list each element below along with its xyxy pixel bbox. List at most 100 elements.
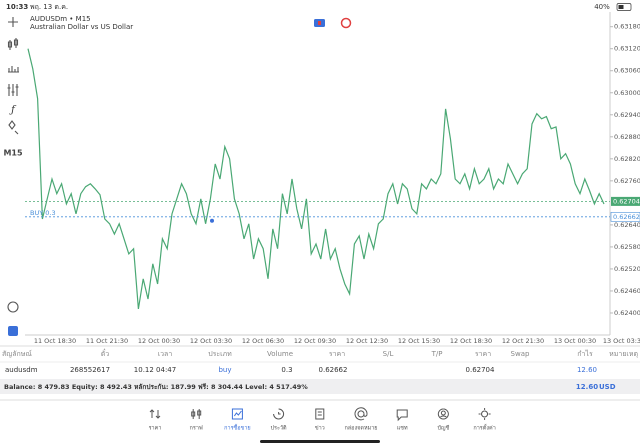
tab-label[interactable]: บัญชี <box>437 425 449 432</box>
header-cell: ราคา <box>329 350 345 358</box>
history-tool[interactable] <box>7 301 19 313</box>
timeframe[interactable]: M15 <box>3 149 23 158</box>
tab-label[interactable]: ข่าว <box>315 426 325 432</box>
y-tick-label: 0.62820 <box>614 155 640 163</box>
y-tick-label: 0.62640 <box>614 221 640 229</box>
chart-type-tool[interactable] <box>7 38 19 50</box>
y-tick-label: 0.63000 <box>614 89 640 97</box>
header-cell: Volume <box>267 350 293 358</box>
tab-label[interactable]: การซื้อขาย <box>224 424 250 432</box>
tab-label[interactable]: กล่องจดหมาย <box>344 426 377 432</box>
tab-icon[interactable] <box>354 407 368 421</box>
tab-icon[interactable] <box>231 408 243 420</box>
x-tick-label: 12 Oct 03:30 <box>190 337 232 345</box>
y-tick-label: 0.62520 <box>614 265 640 273</box>
position-row[interactable]: audusdm 268552617 10.12 04:47 buy 0.3 0.… <box>5 366 597 374</box>
y-tick-label: 0.62580 <box>614 243 640 251</box>
tab-icon[interactable] <box>478 408 491 420</box>
objects-tool[interactable] <box>8 120 19 135</box>
position-label: BUY 0.3 <box>30 209 56 217</box>
y-tick-label: 0.62880 <box>614 133 640 141</box>
cell: audusdm <box>5 366 38 374</box>
tab-label[interactable]: การตั้งค่า <box>473 424 495 432</box>
volume-tool[interactable] <box>8 66 19 73</box>
bid-label: 0.62704 <box>613 197 640 205</box>
header-cell: สัญลักษณ์ <box>2 350 32 358</box>
cell: buy <box>218 366 231 374</box>
tab-label[interactable]: ราคา <box>149 426 162 432</box>
x-tick-label: 11 Oct 18:30 <box>34 337 76 345</box>
cell: 0.3 <box>281 366 292 374</box>
y-tick-label: 0.62400 <box>614 309 640 317</box>
table-header: สัญลักษณ์ ตั๋ว เวลา ประเภท Volume ราคา S… <box>2 349 638 358</box>
x-tick-label: 11 Oct 21:30 <box>86 337 128 345</box>
trade-tool[interactable] <box>8 326 18 336</box>
home-indicator <box>260 440 380 443</box>
bid-badge <box>611 196 640 206</box>
status-date: พฤ. 13 ต.ค. <box>30 3 68 11</box>
signal-icon[interactable] <box>340 17 352 29</box>
account-summary: Balance: 8 479.83 Equity: 8 492.43 หลักป… <box>4 383 308 391</box>
plot: 0.63180 0.63120 0.63060 0.63000 0.62940 0.628… <box>25 23 640 345</box>
one-click-icon <box>318 21 321 25</box>
chart-title: AUDUSDm • M15 <box>30 15 91 23</box>
x-tick-label: 12 Oct 21:30 <box>502 337 544 345</box>
header-cell: Swap <box>511 350 530 358</box>
cell: 268552617 <box>70 366 110 374</box>
header-cell: S/L <box>383 350 394 358</box>
header-cell: เวลา <box>158 350 173 358</box>
tab-icon[interactable] <box>315 408 325 420</box>
total-profit: 12.60 <box>576 383 598 391</box>
status-time: 10:33 <box>6 3 28 11</box>
header-cell: ตั๋ว <box>101 349 110 358</box>
y-tick-label: 0.62760 <box>614 177 640 185</box>
header-cell: หมายเหตุ <box>609 350 638 358</box>
tab-bar: ราคา กราฟ การซื้อขาย ประวัติ ข่าว กล่องจดหมาย… <box>149 407 496 432</box>
x-tick-label: 12 Oct 18:30 <box>450 337 492 345</box>
tab-icon[interactable] <box>149 409 161 419</box>
position-badge <box>610 212 640 222</box>
status-battery: 40% <box>594 3 610 11</box>
cell: 0.62662 <box>319 366 348 374</box>
cell: 10.12 04:47 <box>134 366 176 374</box>
tab-icon[interactable] <box>396 409 408 422</box>
tab-icon[interactable] <box>273 408 285 420</box>
y-tick-label: 0.62460 <box>614 287 640 295</box>
header-cell: T/P <box>431 350 443 358</box>
header-cell: กำไร <box>577 349 593 358</box>
x-tick-label: 12 Oct 12:30 <box>346 337 388 345</box>
y-tick-label: 0.63060 <box>614 67 640 75</box>
header-cell: ประเภท <box>208 350 232 358</box>
tab-label[interactable]: แชท <box>397 425 408 432</box>
tab-icon[interactable] <box>437 408 449 420</box>
price-line <box>27 48 605 310</box>
position-price: 0.62662 <box>613 213 640 221</box>
tab-label[interactable]: ประวัติ <box>271 425 287 432</box>
tab-label[interactable]: กราฟ <box>190 425 203 432</box>
cell: 0.62704 <box>466 366 495 374</box>
x-tick-label: 12 Oct 15:30 <box>398 337 440 345</box>
y-tick-label: 0.63180 <box>614 23 640 31</box>
x-tick-label: 13 Oct 03:30 <box>603 337 640 345</box>
x-tick-label: 13 Oct 00:30 <box>554 337 596 345</box>
chart-subtitle: Australian Dollar vs US Dollar <box>30 23 133 31</box>
function-tool[interactable]: ƒ <box>9 105 17 116</box>
summary-bar <box>0 379 640 394</box>
left-toolbar: ƒ M15 <box>3 17 23 336</box>
currency: USD <box>599 383 616 391</box>
x-tick-label: 12 Oct 06:30 <box>242 337 284 345</box>
y-tick-label: 0.63120 <box>614 45 640 53</box>
battery-icon <box>616 3 632 11</box>
x-tick-label: 12 Oct 00:30 <box>138 337 180 345</box>
entry-marker <box>210 218 214 223</box>
y-tick-label: 0.62940 <box>614 111 640 119</box>
indicators-tool[interactable] <box>7 84 19 96</box>
cell: 12.60 <box>577 366 597 374</box>
battery-level <box>618 5 624 9</box>
x-tick-label: 12 Oct 09:30 <box>294 337 336 345</box>
crosshair-tool[interactable] <box>8 17 18 27</box>
tab-icon[interactable] <box>191 409 202 419</box>
header-cell: ราคา <box>475 350 491 358</box>
